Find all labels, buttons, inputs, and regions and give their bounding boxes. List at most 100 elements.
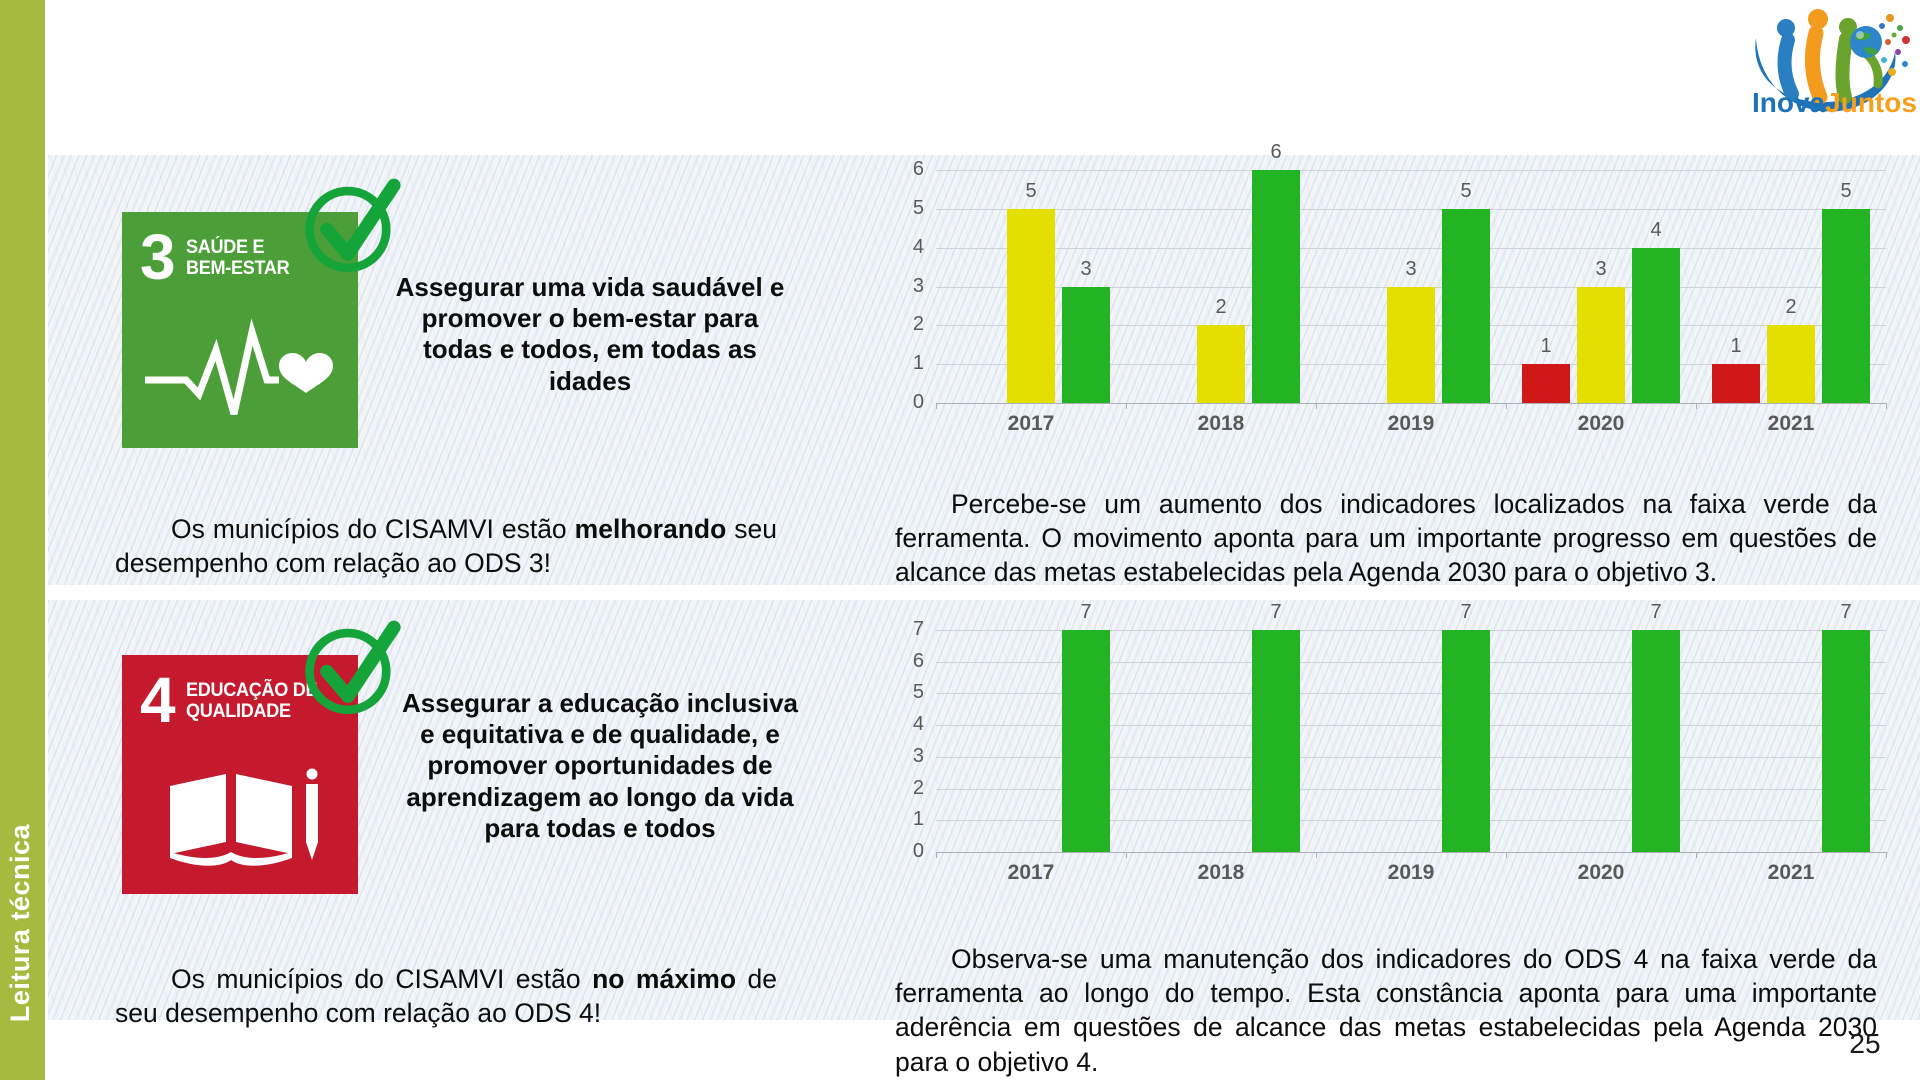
y-axis-tick-label: 1: [912, 352, 924, 375]
x-axis-tick: [1126, 852, 1127, 858]
gridline: [936, 630, 1886, 631]
sdg4-badge-header: 4 EDUCAÇÃO DE QUALIDADE: [122, 655, 358, 736]
bar-value-label: 3: [1080, 257, 1092, 280]
bar-faixa-vermelha: [1522, 364, 1570, 403]
bar-faixa-verde: [1632, 630, 1680, 852]
sdg4-goal-text: Assegurar a educação inclusiva e equitat…: [402, 688, 798, 843]
x-axis-tick: [1886, 852, 1887, 858]
svg-text:InovaJuntos: InovaJuntos: [1752, 87, 1916, 118]
bar-value-label: 6: [1270, 141, 1282, 163]
bar-value-label: 2: [1215, 296, 1227, 319]
bar-faixa-amarela: [1007, 208, 1055, 403]
x-axis-tick: [1126, 403, 1127, 409]
x-axis-category-label: 2021: [1767, 861, 1815, 884]
bar-faixa-verde: [1822, 208, 1870, 403]
sdg4-title: EDUCAÇÃO DE QUALIDADE: [185, 680, 318, 722]
bar-faixa-amarela: [1767, 325, 1815, 403]
logo-dots: [1879, 14, 1910, 76]
heartbeat-icon: [145, 318, 333, 415]
gridline: [936, 820, 1886, 822]
bar-faixa-verde: [1252, 630, 1300, 852]
bar-value-label: 2: [1785, 296, 1797, 319]
sdg4-number: 4: [140, 664, 176, 736]
y-axis-tick-label: 6: [912, 158, 924, 180]
y-axis-tick-label: 1: [912, 808, 924, 831]
x-axis-line: [936, 403, 1886, 404]
panel-ods4: [48, 600, 1920, 1020]
sdg3-number: 3: [140, 221, 176, 293]
gridline: [936, 756, 1886, 758]
y-axis-tick-label: 3: [912, 274, 924, 297]
bar-value-label: 7: [1650, 601, 1662, 623]
y-axis-tick-label: 0: [912, 840, 924, 862]
x-axis-category-label: 2018: [1197, 861, 1245, 884]
sidebar-section-label: Leitura técnica: [5, 823, 35, 1022]
gridline: [936, 208, 1886, 210]
gridline: [936, 661, 1886, 663]
bar-faixa-amarela: [1387, 286, 1435, 403]
sdg4-badge: 4 EDUCAÇÃO DE QUALIDADE: [122, 655, 358, 894]
x-axis-tick: [1506, 403, 1507, 409]
x-axis-category-label: 2020: [1577, 412, 1625, 435]
y-axis-tick-label: 5: [912, 681, 924, 704]
y-axis-tick-label: 6: [912, 649, 924, 672]
bar-faixa-verde: [1822, 630, 1870, 852]
x-axis-category-label: 2020: [1577, 861, 1625, 884]
bar-faixa-verde: [1442, 630, 1490, 852]
bar-value-label: 3: [1595, 257, 1607, 280]
sdg4-status-highlight: no máximo: [592, 963, 737, 994]
sdg4-status-text: Os municípios do CISAMVI estão no máximo…: [115, 963, 777, 1028]
bar-faixa-amarela: [1197, 325, 1245, 403]
bar-faixa-verde: [1442, 208, 1490, 403]
y-axis-tick-label: 2: [912, 313, 924, 336]
y-axis-tick-label: 5: [912, 196, 924, 219]
bar-value-label: 3: [1405, 257, 1417, 280]
gridline: [936, 693, 1886, 695]
y-axis-tick-label: 3: [912, 744, 924, 767]
bar-value-label: 5: [1460, 179, 1472, 202]
x-axis-category-label: 2018: [1197, 412, 1245, 435]
bar-value-label: 7: [1080, 601, 1092, 623]
sdg3-badge: 3 SAÚDE E BEM-ESTAR: [122, 212, 358, 448]
x-axis-tick: [1696, 852, 1697, 858]
y-axis-tick-label: 7: [912, 618, 924, 640]
bar-faixa-amarela: [1577, 286, 1625, 403]
bar-value-label: 5: [1840, 179, 1852, 202]
y-axis-tick-label: 2: [912, 776, 924, 799]
bar-value-label: 1: [1540, 335, 1552, 358]
open-book-icon: [170, 768, 318, 866]
sdg3-title: SAÚDE E BEM-ESTAR: [185, 237, 290, 279]
bar-faixa-verde: [1252, 170, 1300, 403]
x-axis-tick: [936, 403, 937, 409]
bar-faixa-verde: [1062, 286, 1110, 403]
gridline: [936, 170, 1886, 171]
sidebar-band: [0, 0, 45, 1080]
sdg3-goal-text: Assegurar uma vida saudável e promover o…: [395, 272, 785, 396]
x-axis-category-label: 2019: [1387, 412, 1435, 435]
sdg3-bar-chart: 0 1 2 3 4 5 6 2017 5 3 2018 2 6 2019 3 5 2020 1 3 4 2021 1 2 5: [900, 130, 1900, 443]
gridline: [936, 725, 1886, 727]
page-number: 25: [1849, 1028, 1881, 1059]
sdg4-bar-chart: 0 1 2 3 4 5 6 7 2017 7 2018 7 2019 7 2020 7 2021 7: [900, 590, 1900, 892]
x-axis-category-label: 2019: [1387, 861, 1435, 884]
logo-word-inova: Inova: [1752, 87, 1826, 118]
x-axis-tick: [1316, 852, 1317, 858]
bar-value-label: 7: [1460, 601, 1472, 623]
x-axis-category-label: 2017: [1007, 861, 1055, 884]
y-axis-tick-label: 4: [912, 235, 924, 258]
x-axis-tick: [1696, 403, 1697, 409]
pencil-icon: [306, 768, 318, 860]
bar-faixa-verde: [1632, 247, 1680, 403]
check-circle-icon: [305, 178, 401, 273]
bar-value-label: 4: [1650, 218, 1662, 241]
sdg4-analysis-text: Observa-se uma manutenção dos indicadore…: [895, 943, 1877, 1077]
bar-faixa-verde: [1062, 630, 1110, 852]
x-axis-tick: [1506, 852, 1507, 858]
logo-word-juntos: Juntos: [1825, 87, 1916, 118]
gridline: [936, 247, 1886, 249]
sdg3-badge-header: 3 SAÚDE E BEM-ESTAR: [122, 212, 358, 293]
sdg3-status-text: Os municípios do CISAMVI estão melhorand…: [115, 513, 777, 578]
sdg3-status-highlight: melhorando: [574, 513, 727, 544]
x-axis-tick: [1886, 403, 1887, 409]
sdg3-analysis-text: Percebe-se um aumento dos indicadores lo…: [895, 488, 1877, 588]
